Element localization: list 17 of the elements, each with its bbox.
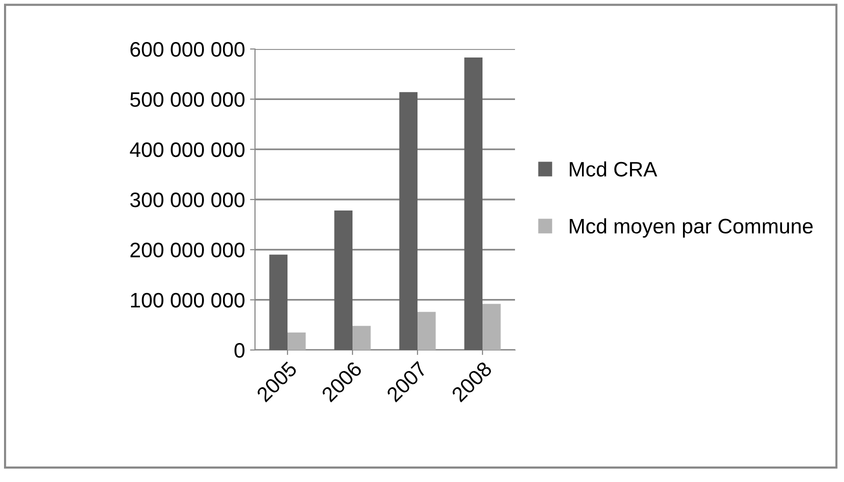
y-tick-label: 300 000 000 — [130, 192, 244, 208]
y-tick-label: 500 000 000 — [130, 92, 244, 107]
bar — [399, 92, 418, 350]
y-tick-label: 100 000 000 — [131, 292, 244, 308]
bar — [334, 210, 352, 350]
y-tick-label: 200 000 000 — [130, 242, 244, 258]
bar — [269, 254, 288, 350]
bar — [288, 332, 306, 350]
bar — [352, 326, 371, 350]
legend-label: Mcd moyen par Commune — [570, 218, 813, 238]
y-tick-label: 600 000 000 — [130, 42, 244, 57]
bar — [464, 58, 482, 350]
y-tick-label: 0 — [234, 343, 244, 358]
y-tick-label: 400 000 000 — [130, 142, 244, 158]
legend-label: Mcd CRA — [570, 161, 658, 177]
bar — [418, 312, 436, 350]
bar — [482, 304, 501, 350]
